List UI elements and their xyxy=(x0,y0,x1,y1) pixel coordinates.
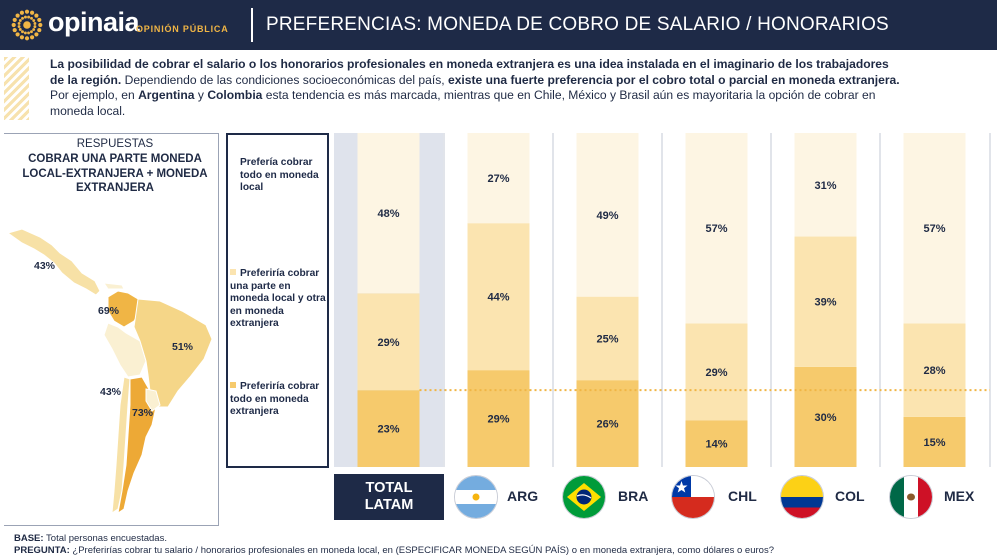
bar-segment-col-0 xyxy=(794,366,857,467)
category-total-latam: TOTAL LATAM xyxy=(334,474,444,520)
header-divider xyxy=(251,8,253,42)
data-label: 31% xyxy=(814,180,836,192)
bar-segment-total-latam-1 xyxy=(357,293,420,391)
intro-text-8: esta tendencia es más marcada, mientras … xyxy=(50,88,876,118)
map-responses-label: RESPUESTAS xyxy=(76,138,154,150)
footer-base-text: Total personas encuestadas. xyxy=(43,533,167,544)
intro-text-1: La posibilidad de cobrar el salario o lo… xyxy=(50,57,889,87)
map-region-caribbean xyxy=(102,282,125,290)
map-label-argentina: 73% xyxy=(132,407,154,419)
logo-text: opinaia xyxy=(48,7,140,37)
map-region-brazil xyxy=(133,298,213,408)
bar-segment-chl-2 xyxy=(685,133,748,324)
bar-segment-arg-0 xyxy=(467,370,530,467)
data-label: 39% xyxy=(814,297,836,309)
flag-mexico-icon xyxy=(890,476,932,518)
logo-subtitle: OPINIÓN PÚBLICA xyxy=(136,24,229,34)
map-label-chile: 43% xyxy=(100,386,122,398)
data-label: 28% xyxy=(923,365,945,377)
bar-segment-mex-2 xyxy=(903,133,966,324)
category-label-bra: BRA xyxy=(618,488,649,504)
intro-text-5: Argentina xyxy=(138,88,195,102)
map-label-mexico: 43% xyxy=(34,260,56,272)
bar-segment-arg-2 xyxy=(467,133,530,224)
category-label-total: TOTAL LATAM xyxy=(364,480,414,513)
category-label-chl: CHL xyxy=(728,488,757,504)
data-label: 29% xyxy=(487,414,509,426)
intro-accent-bar xyxy=(4,57,29,120)
bar-segment-total-latam-0 xyxy=(357,390,420,467)
header-bar: opinaia OPINIÓN PÚBLICA PREFERENCIAS: MO… xyxy=(0,0,997,50)
bar-segment-col-1 xyxy=(794,236,857,367)
legend-text-foreign: Preferiría cobrar todo en moneda extranj… xyxy=(230,381,320,417)
intro-text-3: existe una fuerte preferencia por el cob… xyxy=(447,72,900,87)
legend-text-mixed: Preferiría cobrar una parte en moneda lo… xyxy=(230,268,326,329)
page-title: PREFERENCIAS: MONEDA DE COBRO DE SALARIO… xyxy=(266,14,889,35)
category-label-mex: MEX xyxy=(944,488,975,504)
data-label: 57% xyxy=(705,223,727,235)
map-region-andes xyxy=(103,322,147,378)
footer-notes: BASE: Total personas encuestadas. PREGUN… xyxy=(14,533,774,556)
data-label: 30% xyxy=(814,412,836,424)
bar-segment-arg-1 xyxy=(467,223,530,371)
footer-question: PREGUNTA: ¿Preferirías cobrar tu salario… xyxy=(14,545,774,557)
data-label: 57% xyxy=(923,223,945,235)
category-label-arg: ARG xyxy=(507,488,539,504)
legend-swatch-mixed xyxy=(230,269,236,275)
legend-text-local: Prefería cobrar todo en moneda local xyxy=(240,157,319,193)
data-label: 27% xyxy=(487,173,509,185)
flag-brazil-icon xyxy=(563,476,605,518)
intro-text-7: Colombia xyxy=(207,88,263,102)
intro-text-2: Dependiendo de las condiciones socioecon… xyxy=(121,72,448,87)
footer-question-label: PREGUNTA: xyxy=(14,544,70,556)
intro-text-6: y xyxy=(194,88,208,102)
legend-box xyxy=(226,133,329,468)
bar-segment-bra-2 xyxy=(576,133,639,297)
map-title: COBRAR UNA PARTE MONEDA LOCAL-EXTRANJERA… xyxy=(22,153,208,194)
data-label: 23% xyxy=(377,424,399,436)
footer-base: BASE: Total personas encuestadas. xyxy=(14,533,774,545)
bar-segment-bra-0 xyxy=(576,380,639,467)
footer-base-label: BASE: xyxy=(14,533,44,544)
map-region-chile xyxy=(111,376,131,514)
data-label: 25% xyxy=(596,333,618,345)
footer-question-text: ¿Preferirías cobrar tu salario / honorar… xyxy=(69,544,774,556)
bar-segment-chl-1 xyxy=(685,323,748,421)
flag-colombia-icon xyxy=(781,476,823,518)
data-label: 44% xyxy=(487,292,509,304)
data-label: 49% xyxy=(596,210,618,222)
intro-paragraph: La posibilidad de cobrar el salario o lo… xyxy=(50,57,900,119)
legend-item-foreign: Preferiría cobrar todo en moneda extranj… xyxy=(230,381,326,419)
data-label: 48% xyxy=(377,208,399,220)
category-label-col: COL xyxy=(835,488,865,504)
map-label-colombia: 69% xyxy=(98,305,120,317)
intro-text-4: Por ejemplo, en xyxy=(50,88,139,102)
flag-argentina-icon xyxy=(455,476,497,518)
logo-icon xyxy=(11,9,43,41)
map-label-brazil: 51% xyxy=(172,341,194,353)
bar-segment-col-2 xyxy=(794,133,857,237)
legend-item-mixed: Preferiría cobrar una parte en moneda lo… xyxy=(230,268,326,331)
legend-swatch-foreign xyxy=(230,382,236,388)
data-label: 15% xyxy=(923,437,945,449)
flag-chile-icon xyxy=(672,476,714,518)
legend-item-local: Prefería cobrar todo en moneda local xyxy=(240,157,324,195)
data-label: 26% xyxy=(596,419,618,431)
data-label: 14% xyxy=(705,439,727,451)
bar-segment-mex-0 xyxy=(903,416,966,467)
map-region-mexico xyxy=(6,228,101,296)
latam-map xyxy=(6,228,213,515)
bar-segment-bra-1 xyxy=(576,296,639,381)
data-label: 29% xyxy=(705,367,727,379)
map-region-paraguay xyxy=(145,388,161,412)
bar-segment-chl-0 xyxy=(685,420,748,467)
map-panel xyxy=(4,133,219,526)
bar-segment-mex-1 xyxy=(903,323,966,417)
bar-segment-total-latam-2 xyxy=(357,133,420,294)
data-label: 29% xyxy=(377,337,399,349)
